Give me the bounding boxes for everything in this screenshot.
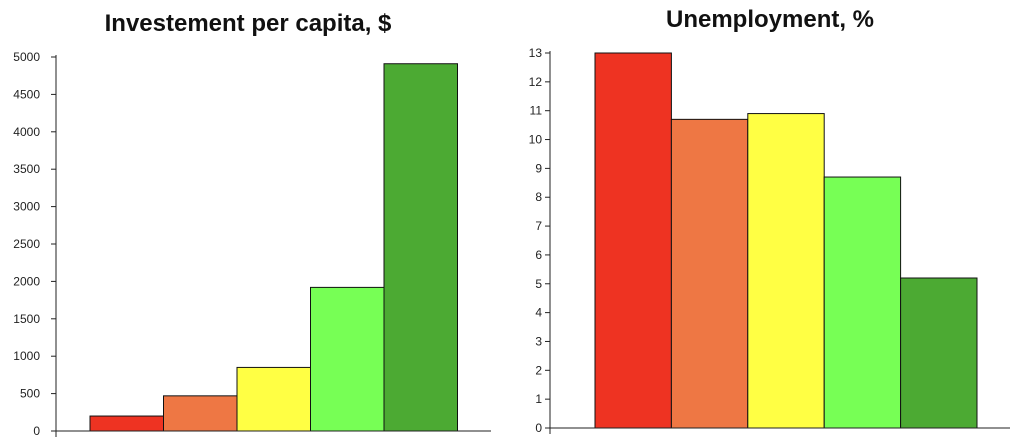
- unemployment-y-tick-label: 4: [535, 306, 542, 320]
- investment-bar-5: [383, 63, 458, 432]
- investment-bar-1: [89, 415, 164, 432]
- investment-y-tick-label: 2500: [13, 237, 40, 251]
- unemployment-bar-4: [823, 176, 902, 429]
- unemployment-y-tick-label: 8: [535, 190, 542, 204]
- unemployment-bar-3: [747, 113, 825, 429]
- investment-y-tick-label: 4000: [13, 125, 40, 139]
- investment-chart-title: Investement per capita, $: [105, 10, 392, 37]
- unemployment-y-tick-label: 3: [535, 334, 542, 348]
- unemployment-bars: [594, 52, 978, 429]
- unemployment-y-tick-label: 10: [529, 133, 543, 147]
- unemployment-y-tick-label: 6: [535, 248, 542, 262]
- investment-bars: [89, 63, 458, 432]
- unemployment-y-tick-label: 11: [530, 104, 543, 118]
- investment-y-tick-label: 4500: [13, 87, 40, 101]
- unemployment-bar-2: [670, 118, 749, 429]
- unemployment-y-tick-label: 7: [535, 219, 542, 233]
- investment-y-tick-label: 5000: [13, 50, 40, 64]
- unemployment-y-tick-label: 2: [535, 363, 542, 377]
- unemployment-y-tick-label: 13: [529, 46, 543, 60]
- investment-y-tick-label: 3000: [13, 200, 40, 214]
- unemployment-y-tick-label: 9: [535, 161, 542, 175]
- investment-bar-2: [163, 395, 238, 432]
- unemployment-bar-5: [900, 277, 978, 429]
- investment-bar-4: [310, 286, 385, 432]
- investment-chart: Investement per capita, $ 0 500 1000 1500 20…: [13, 10, 491, 438]
- investment-y-tick-label: 3500: [13, 162, 40, 176]
- unemployment-y-tick-label: 1: [535, 392, 542, 406]
- unemployment-y-tick-label: 0: [535, 421, 542, 435]
- investment-y-tick-label: 1500: [13, 312, 40, 326]
- unemployment-bar-1: [594, 52, 672, 429]
- investment-y-tick-label: 2000: [13, 274, 40, 288]
- investment-y-tick-label: 500: [20, 387, 40, 401]
- investment-y-tick-label: 0: [33, 424, 40, 438]
- investment-y-tick-label: 1000: [13, 349, 40, 363]
- investment-bar-3: [236, 366, 311, 432]
- unemployment-chart-title: Unemployment, %: [666, 6, 874, 33]
- investment-y-axis-ticks: 0 500 1000 1500 2000 2500 3000 3500 4000 4500 5000: [13, 50, 56, 438]
- unemployment-y-tick-label: 5: [535, 277, 542, 291]
- unemployment-y-tick-label: 12: [529, 75, 543, 89]
